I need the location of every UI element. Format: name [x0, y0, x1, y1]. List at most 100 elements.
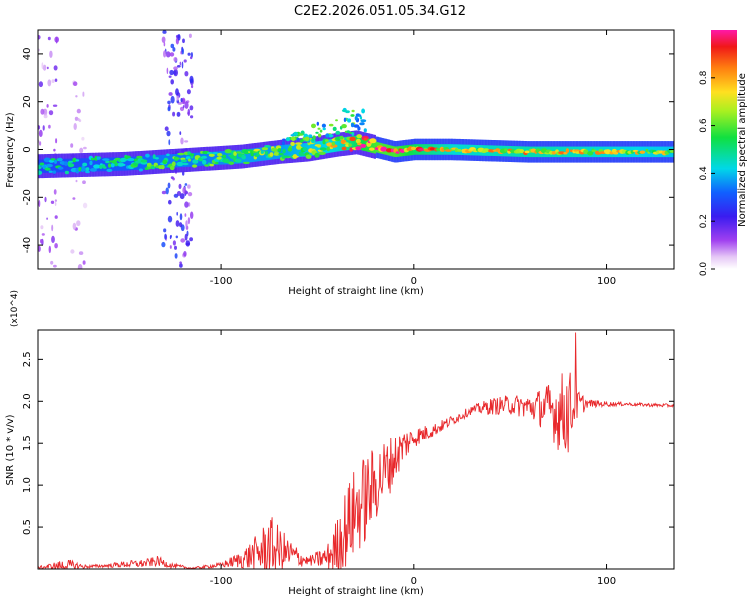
ridge-core — [78, 158, 80, 172]
fan-blob — [311, 123, 316, 129]
ridge-blob — [228, 161, 235, 165]
snr-y-ticks: 0.5 1.0 1.5 2.0 2.5 — [22, 351, 674, 535]
noise-blob — [168, 199, 172, 205]
noise-blob — [190, 211, 194, 219]
fan-blob — [319, 129, 323, 133]
noise-blob — [54, 78, 58, 82]
ridge-blob — [318, 151, 326, 155]
ridge-blob — [160, 164, 165, 170]
fan-blob — [343, 117, 347, 123]
noise-blob — [190, 115, 194, 119]
ridge-core — [361, 137, 364, 151]
noise-blob — [190, 56, 193, 60]
noise-blob — [170, 234, 172, 238]
ridge-blob — [613, 151, 619, 155]
snr-panel: -100 0 100 0.5 1.0 1.5 2.0 2.5 Height of strai… — [5, 290, 675, 597]
noise-blob — [77, 264, 83, 269]
ridge-core — [51, 159, 54, 173]
ridge-blob — [355, 146, 362, 151]
ridge-core — [213, 151, 216, 165]
noise-blob — [168, 139, 171, 146]
noise-blob — [190, 78, 194, 83]
ridge-core — [374, 140, 376, 154]
noise-blob — [75, 95, 78, 98]
ridge-core — [290, 144, 293, 158]
ridge-blob — [418, 148, 426, 151]
ridge-blob — [75, 159, 80, 162]
fan-blob — [359, 122, 365, 126]
ridge-core — [124, 157, 127, 171]
ridge-core — [341, 137, 344, 151]
fan-blob — [325, 133, 330, 138]
ridge-blob — [78, 167, 82, 172]
x-tick-label: -100 — [210, 576, 233, 587]
ridge-core — [320, 140, 323, 155]
noise-blob — [187, 108, 191, 117]
noise-blob — [54, 202, 57, 206]
ridge-blob — [482, 148, 490, 153]
fan-blob — [358, 114, 362, 117]
ridge-blob — [295, 142, 302, 145]
ridge-blob — [72, 157, 77, 163]
ridge-core — [338, 137, 341, 152]
ridge-core — [156, 155, 159, 169]
noise-blob — [181, 48, 184, 55]
ridge-blob — [90, 157, 95, 161]
y-tick-label: -20 — [22, 189, 33, 205]
ridge-core — [59, 158, 62, 173]
ridge-blob — [271, 147, 278, 152]
ridge-blob — [48, 170, 53, 173]
ridge-core — [247, 149, 250, 163]
ridge-blob — [290, 141, 295, 146]
ridge-blob — [39, 162, 45, 166]
ridge-blob — [264, 150, 269, 156]
ridge-core — [295, 143, 298, 158]
noise-blob — [176, 111, 181, 117]
ridge-blob — [260, 150, 264, 154]
noise-blob — [41, 233, 45, 236]
noise-blob — [52, 104, 58, 107]
noise-blob — [179, 261, 182, 265]
ridge-core — [93, 158, 96, 172]
ridge-core — [61, 158, 63, 173]
ridge-blob — [565, 148, 570, 154]
ridge-core — [207, 152, 210, 166]
noise-blob — [51, 235, 55, 243]
noise-blob — [51, 79, 55, 83]
ridge-core — [192, 153, 195, 167]
ridge-core — [179, 153, 182, 168]
ridge-blob — [162, 159, 168, 165]
noise-blob — [184, 183, 188, 186]
ridge-core — [292, 144, 295, 158]
noise-blob — [163, 50, 167, 58]
ridge-blob — [639, 150, 646, 154]
spectral-ridge — [38, 107, 674, 179]
ridge-core — [236, 150, 239, 164]
noise-blob — [184, 101, 189, 109]
fan-blob — [361, 108, 365, 114]
ridge-core — [159, 155, 162, 169]
snr-y-axis-label: SNR (10 * v/v) — [5, 414, 16, 485]
colorbar-label: Normalized spectral amplitude — [737, 73, 748, 227]
noise-blob — [183, 251, 187, 257]
fan-blob — [360, 119, 367, 123]
fan-blob — [350, 114, 355, 117]
noise-blob — [191, 84, 194, 89]
fan-blob — [353, 124, 360, 128]
ridge-core — [293, 144, 296, 158]
noise-blob — [164, 126, 169, 131]
ridge-core — [354, 135, 356, 150]
noise-blob — [161, 241, 166, 248]
noise-band — [69, 80, 88, 269]
noise-blob — [170, 43, 175, 49]
ridge-blob — [366, 142, 372, 147]
fan-blob — [351, 122, 355, 128]
noise-blob — [38, 35, 41, 40]
noise-blob — [38, 129, 43, 137]
noise-blob — [179, 222, 183, 228]
ridge-core — [81, 158, 84, 172]
snr-series-line — [38, 332, 674, 569]
noise-blob — [72, 197, 76, 200]
ridge-core — [75, 158, 77, 172]
noise-blob — [47, 79, 52, 87]
